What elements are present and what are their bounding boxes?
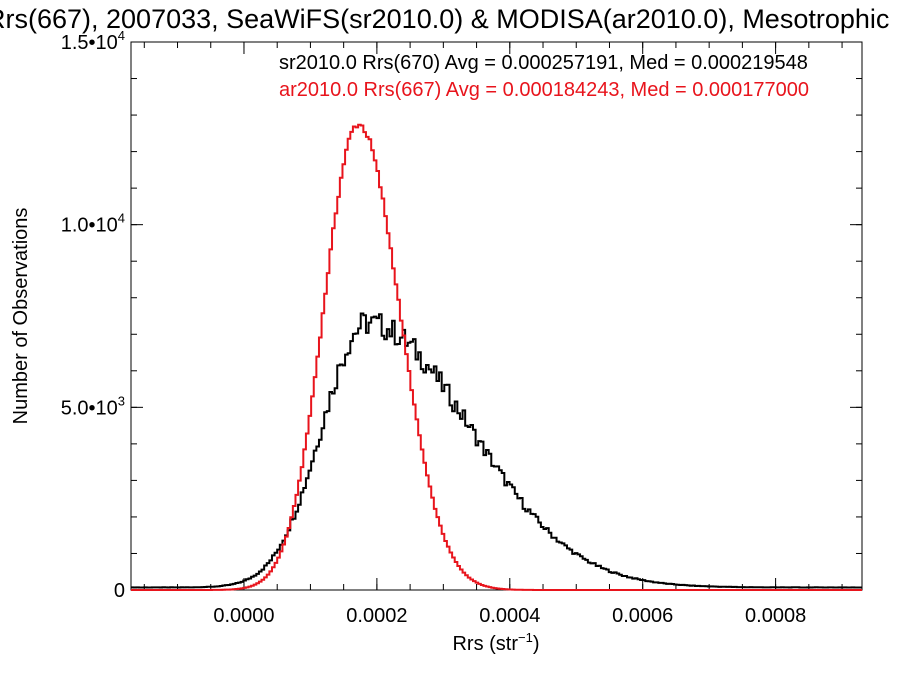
x-tick-label: 0.0006 xyxy=(612,605,673,627)
x-tick-label: 0.0002 xyxy=(346,605,407,627)
y-tick-label: 1.0•104 xyxy=(61,211,125,237)
x-axis-ticks: 0.0000 0.0002 0.0004 0.0006 0.0008 xyxy=(143,42,843,627)
histogram-series-1 xyxy=(131,123,862,591)
x-axis-label: Rrs (str−1) xyxy=(452,630,539,655)
legend-entry-0: sr2010.0 Rrs(670) Avg = 0.000257191, Med… xyxy=(279,52,808,74)
histogram-series xyxy=(131,123,862,591)
x-tick-label: 0.0000 xyxy=(213,605,274,627)
y-tick-label: 0 xyxy=(114,580,125,602)
y-axis-label: Number of Observations xyxy=(10,208,32,425)
plot-frame xyxy=(130,41,863,591)
y-axis-ticks: 0 5.0•103 1.0•104 1.5•104 xyxy=(61,28,862,602)
chart-title: Rrs(667), 2007033, SeaWiFS(sr2010.0) & M… xyxy=(0,4,889,34)
x-tick-label: 0.0004 xyxy=(479,605,540,627)
y-tick-label: 1.5•104 xyxy=(61,28,125,54)
histogram-series-0 xyxy=(131,312,862,589)
x-tick-label: 0.0008 xyxy=(745,605,806,627)
legend-entry-1: ar2010.0 Rrs(667) Avg = 0.000184243, Med… xyxy=(279,79,809,101)
y-tick-label: 5.0•103 xyxy=(61,393,125,419)
